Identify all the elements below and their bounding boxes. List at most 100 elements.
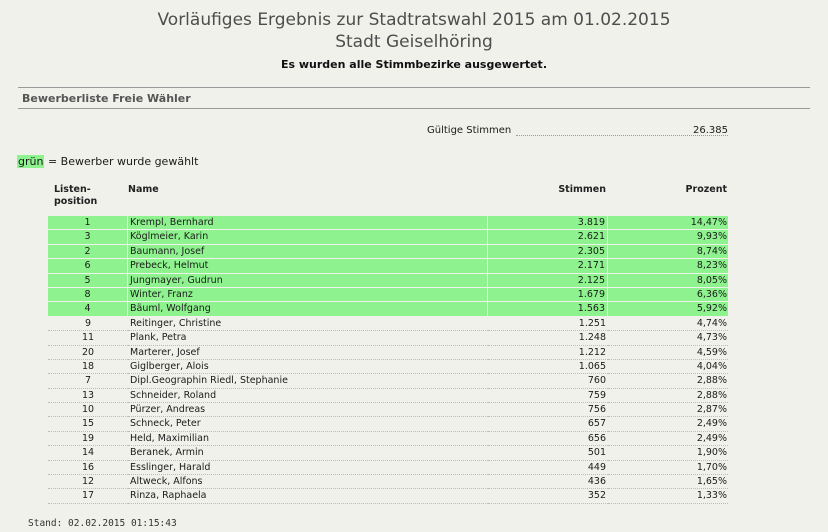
table-row: 18 Giglberger, Alois 1.065 4,04%: [48, 360, 728, 375]
table-row: 16 Esslinger, Harald 449 1,70%: [48, 461, 728, 476]
cell-name: Held, Maximilian: [128, 432, 488, 447]
valid-votes-label: Gültige Stimmen: [427, 125, 512, 136]
cell-stimmen: 436: [488, 475, 608, 490]
cell-stimmen: 657: [488, 417, 608, 432]
table-row: 13 Schneider, Roland 759 2,88%: [48, 389, 728, 404]
cell-prozent: 6,36%: [608, 287, 728, 303]
table-row: 8 Winter, Franz 1.679 6,36%: [48, 287, 728, 303]
cell-listenposition: 19: [48, 432, 128, 447]
cell-name: Marterer, Josef: [128, 346, 488, 360]
cell-prozent: 1,70%: [608, 461, 728, 476]
cell-stimmen: 2.125: [488, 273, 608, 288]
cell-name: Schneider, Roland: [128, 389, 488, 404]
cell-name: Esslinger, Harald: [128, 461, 488, 476]
cell-name: Pürzer, Andreas: [128, 403, 488, 418]
column-header-name: Name: [128, 184, 159, 195]
table-row: 12 Altweck, Alfons 436 1,65%: [48, 475, 728, 490]
municipality-title: Stadt Geiselhöring: [335, 32, 493, 52]
cell-listenposition: 16: [48, 461, 128, 476]
section-title: Bewerberliste Freie Wähler: [22, 92, 191, 105]
cell-prozent: 1,65%: [608, 475, 728, 490]
cell-listenposition: 17: [48, 489, 128, 504]
table-row: 14 Beranek, Armin 501 1,90%: [48, 446, 728, 461]
cell-stimmen: 449: [488, 461, 608, 476]
cell-stimmen: 1.563: [488, 302, 608, 317]
cell-name: Prebeck, Helmut: [128, 259, 488, 274]
cell-prozent: 8,74%: [608, 244, 728, 260]
table-row: 7 Dipl.Geographin Riedl, Stephanie 760 2,88…: [48, 374, 728, 389]
divider-bottom: [18, 108, 810, 109]
cell-stimmen: 760: [488, 374, 608, 389]
legend: grün = Bewerber wurde gewählt: [17, 155, 198, 168]
cell-name: Beranek, Armin: [128, 446, 488, 461]
cell-name: Köglmeier, Karin: [128, 230, 488, 245]
column-header-prozent: Prozent: [685, 184, 727, 195]
timestamp: Stand: 02.02.2015 01:15:43: [28, 518, 177, 529]
table-row: 20 Marterer, Josef 1.212 4,59%: [48, 346, 728, 360]
cell-prozent: 8,23%: [608, 259, 728, 274]
cell-stimmen: 2.171: [488, 259, 608, 274]
cell-stimmen: 352: [488, 489, 608, 504]
cell-prozent: 2,49%: [608, 432, 728, 447]
cell-listenposition: 13: [48, 389, 128, 404]
cell-prozent: 1,33%: [608, 489, 728, 504]
cell-name: Altweck, Alfons: [128, 475, 488, 490]
cell-listenposition: 14: [48, 446, 128, 461]
cell-stimmen: 756: [488, 403, 608, 418]
cell-stimmen: 2.305: [488, 244, 608, 260]
table-row: 15 Schneck, Peter 657 2,49%: [48, 417, 728, 432]
cell-prozent: 2,88%: [608, 389, 728, 404]
results-table: 1 Krempl, Bernhard 3.819 14,47% 3 Köglmeier, …: [48, 216, 728, 504]
status-subtitle: Es wurden alle Stimmbezirke ausgewertet.: [280, 58, 547, 71]
cell-stimmen: 656: [488, 432, 608, 447]
cell-prozent: 4,04%: [608, 360, 728, 375]
page-title: Vorläufiges Ergebnis zur Stadtratswahl 2…: [157, 10, 671, 30]
cell-name: Krempl, Bernhard: [128, 216, 488, 231]
valid-votes-value: 26.385: [693, 125, 728, 136]
cell-name: Jungmayer, Gudrun: [128, 273, 488, 288]
cell-stimmen: 1.212: [488, 346, 608, 360]
cell-listenposition: 7: [48, 374, 128, 389]
cell-name: Rinza, Raphaela: [128, 489, 488, 504]
cell-stimmen: 759: [488, 389, 608, 404]
cell-listenposition: 4: [48, 302, 128, 317]
cell-name: Schneck, Peter: [128, 417, 488, 432]
table-row: 5 Jungmayer, Gudrun 2.125 8,05%: [48, 273, 728, 288]
table-row: 19 Held, Maximilian 656 2,49%: [48, 432, 728, 447]
cell-listenposition: 1: [48, 216, 128, 231]
cell-prozent: 5,92%: [608, 302, 728, 317]
cell-name: Giglberger, Alois: [128, 360, 488, 375]
cell-listenposition: 8: [48, 287, 128, 303]
legend-swatch: grün: [17, 155, 45, 168]
cell-listenposition: 11: [48, 331, 128, 346]
cell-listenposition: 18: [48, 360, 128, 375]
cell-listenposition: 3: [48, 230, 128, 245]
table-row: 4 Bäuml, Wolfgang 1.563 5,92%: [48, 302, 728, 317]
cell-stimmen: 1.251: [488, 317, 608, 332]
cell-name: Reitinger, Christine: [128, 317, 488, 332]
table-row: 6 Prebeck, Helmut 2.171 8,23%: [48, 259, 728, 274]
table-row: 10 Pürzer, Andreas 756 2,87%: [48, 403, 728, 418]
cell-listenposition: 10: [48, 403, 128, 418]
cell-prozent: 9,93%: [608, 230, 728, 245]
cell-listenposition: 6: [48, 259, 128, 274]
cell-prozent: 14,47%: [608, 216, 728, 231]
cell-stimmen: 1.248: [488, 331, 608, 346]
cell-name: Baumann, Josef: [128, 244, 488, 260]
cell-listenposition: 20: [48, 346, 128, 360]
table-row: 2 Baumann, Josef 2.305 8,74%: [48, 244, 728, 260]
cell-listenposition: 2: [48, 244, 128, 260]
cell-stimmen: 2.621: [488, 230, 608, 245]
table-row: 1 Krempl, Bernhard 3.819 14,47%: [48, 216, 728, 231]
table-row: 17 Rinza, Raphaela 352 1,33%: [48, 489, 728, 504]
cell-stimmen: 1.679: [488, 287, 608, 303]
cell-listenposition: 12: [48, 475, 128, 490]
divider-top: [18, 87, 810, 88]
column-header-stimmen: Stimmen: [558, 184, 606, 195]
cell-stimmen: 3.819: [488, 216, 608, 231]
cell-prozent: 4,59%: [608, 346, 728, 360]
cell-stimmen: 501: [488, 446, 608, 461]
legend-text: = Bewerber wurde gewählt: [44, 155, 199, 168]
cell-prozent: 4,74%: [608, 317, 728, 332]
cell-name: Dipl.Geographin Riedl, Stephanie: [128, 374, 488, 389]
